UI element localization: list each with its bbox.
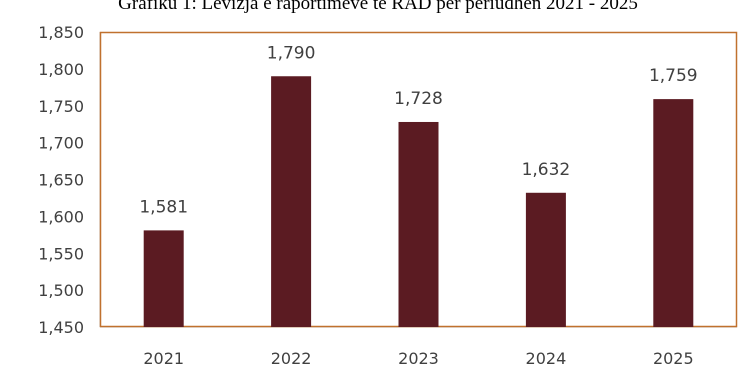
x-tick-label: 2023: [398, 349, 439, 368]
data-labels: 1,581 1,790 1,728 1,632 1,759: [139, 43, 697, 217]
bar: [143, 230, 184, 327]
x-tick-label: 2024: [526, 349, 567, 368]
data-label: 1,759: [649, 66, 698, 86]
y-tick-label: 1,700: [38, 134, 84, 153]
bar: [271, 76, 312, 327]
bar: [525, 192, 566, 327]
chart-title: Grafiku 1: Lëvizja e raportimeve të RAD …: [118, 0, 638, 14]
data-label: 1,632: [522, 160, 571, 180]
bar: [398, 121, 439, 327]
x-tick-label: 2021: [143, 349, 184, 368]
y-tick-label: 1,650: [38, 171, 84, 190]
x-tick-label: 2025: [653, 349, 694, 368]
y-tick-label: 1,500: [38, 281, 84, 300]
data-label: 1,728: [394, 89, 443, 109]
y-tick-label: 1,750: [38, 97, 84, 116]
y-tick-label: 1,450: [38, 318, 84, 337]
bars: [143, 76, 694, 327]
data-label: 1,581: [139, 197, 188, 217]
data-label: 1,790: [267, 43, 316, 63]
x-tick-label: 2022: [271, 349, 312, 368]
y-tick-label: 1,850: [38, 23, 84, 42]
bar: [653, 99, 694, 327]
y-tick-label: 1,550: [38, 244, 84, 263]
y-tick-label: 1,800: [38, 60, 84, 79]
y-tick-label: 1,600: [38, 207, 84, 226]
x-tick-labels: 2021 2022 2023 2024 2025: [143, 349, 693, 368]
y-tick-labels: 1,450 1,500 1,550 1,600 1,650 1,700 1,750 1,800…: [38, 23, 84, 337]
